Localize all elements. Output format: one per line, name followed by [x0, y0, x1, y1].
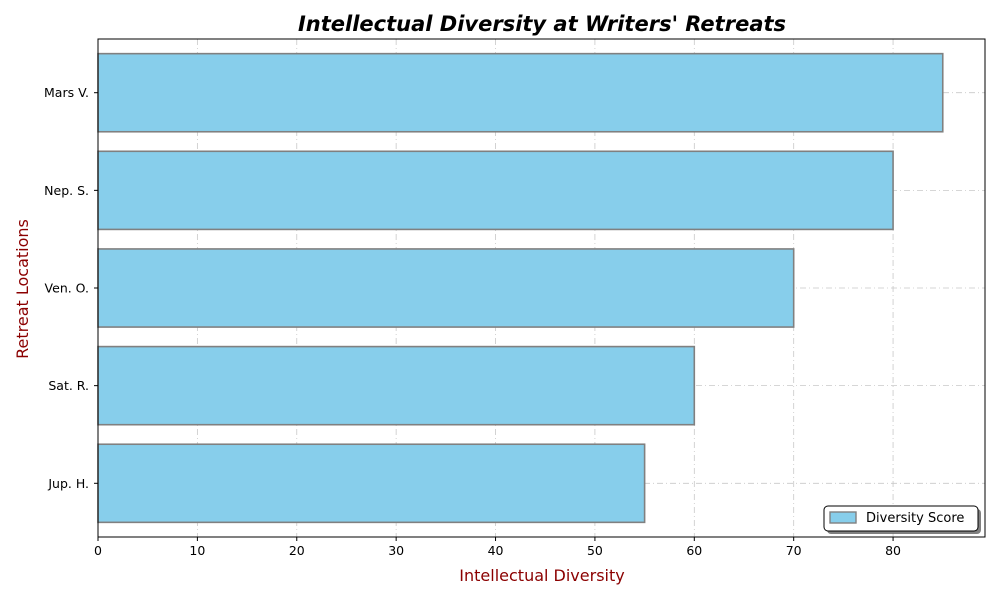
x-tick-label-3: 30 [388, 543, 404, 558]
x-tick-label-7: 70 [786, 543, 802, 558]
x-axis-ticks: 0 10 20 30 40 50 60 70 80 [94, 537, 901, 558]
x-tick-label-0: 0 [94, 543, 102, 558]
x-tick-label-4: 40 [488, 543, 504, 558]
y-tick-label-1: Sat. R. [48, 378, 89, 393]
legend-box [823, 505, 979, 532]
x-axis-label: Intellectual Diversity [459, 566, 624, 585]
bar-mars-v [97, 52, 944, 133]
x-tick-label-5: 50 [587, 543, 603, 558]
legend-label: Diversity Score [866, 511, 964, 526]
bar-sat-r [97, 345, 696, 426]
bar-ven-o [97, 248, 795, 328]
x-tick-label-2: 20 [289, 543, 305, 558]
y-tick-label-4: Mars V. [44, 85, 89, 100]
legend-swatch [829, 511, 857, 524]
y-axis-label: Retreat Locations [13, 219, 32, 359]
bar-nep-s [97, 150, 894, 231]
chart-title: Intellectual Diversity at Writers' Retre… [298, 12, 786, 36]
y-axis-ticks: Jup. H. Sat. R. Ven. O. Nep. S. Mars V. [44, 85, 98, 491]
x-tick-label-8: 80 [885, 543, 901, 558]
x-tick-label-1: 10 [189, 543, 205, 558]
legend: Diversity Score [823, 505, 981, 534]
y-tick-label-3: Nep. S. [44, 183, 89, 198]
y-tick-label-0: Jup. H. [47, 476, 89, 491]
x-tick-label-6: 60 [686, 543, 702, 558]
y-tick-label-2: Ven. O. [45, 281, 89, 296]
bar-jup-h [97, 443, 646, 524]
